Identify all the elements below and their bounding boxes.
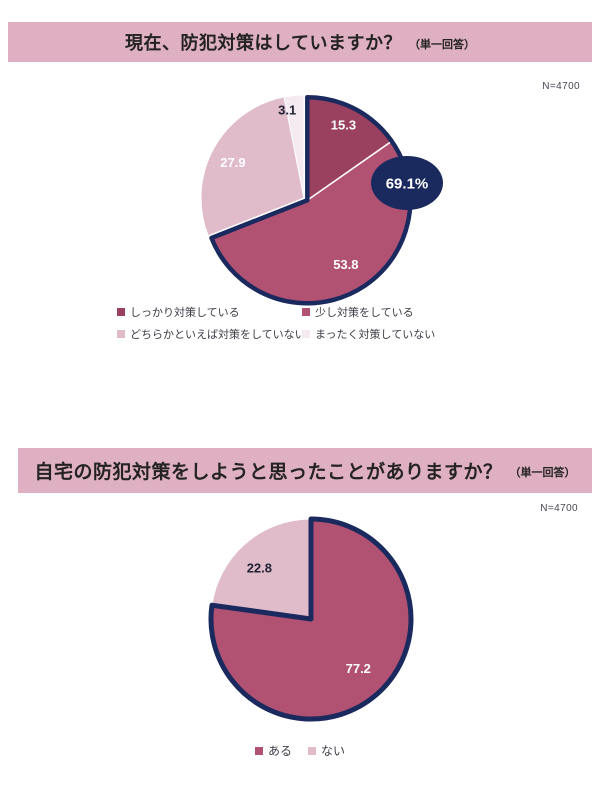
- chart1-title-note: （単一回答）: [408, 38, 475, 51]
- chart2-value-label-2: 22.8: [247, 560, 272, 575]
- legend-label: まったく対策していない: [315, 329, 436, 341]
- chart2-title: 自宅の防犯対策をしようと思ったことがありますか？: [34, 462, 503, 483]
- chart1-legend-item-4: まったく対策していない: [302, 326, 435, 342]
- chart1-legend-item-3: どちらかといえば対策をしていない: [117, 326, 306, 342]
- chart2-value-label-1: 77.2: [346, 661, 371, 676]
- legend-swatch: [308, 746, 316, 755]
- chart1-slice-4: [283, 94, 305, 199]
- legend-swatch: [302, 308, 310, 316]
- legend-label: どちらかといえば対策をしていない: [130, 329, 306, 341]
- chart2-pie: 77.2 22.8: [208, 516, 414, 722]
- chart2-title-band: 自宅の防犯対策をしようと思ったことがありますか？ （単一回答）: [18, 448, 592, 493]
- legend-swatch: [117, 308, 125, 316]
- chart1-legend-item-1: しっかり対策している: [117, 304, 302, 320]
- callout-label: 69.1%: [386, 175, 429, 192]
- slice-separator: [306, 140, 393, 201]
- legend-label: 少し対策をしている: [315, 307, 414, 319]
- chart1-legend-item-2: 少し対策をしている: [302, 304, 435, 320]
- chart1-sample-size: N=4700: [542, 81, 580, 92]
- legend-swatch: [254, 746, 263, 755]
- chart1-value-label-4: 3.1: [278, 102, 296, 117]
- chart2-title-note: （単一回答）: [509, 467, 576, 479]
- legend-label: しっかり対策している: [130, 307, 240, 319]
- chart1-value-label-3: 27.9: [220, 155, 245, 170]
- chart1-highlight-outline: [209, 95, 413, 306]
- legend-swatch: [302, 330, 310, 338]
- legend-swatch: [117, 330, 125, 338]
- chart1-value-label-1: 15.3: [331, 117, 356, 132]
- chart2-slice-2: [211, 518, 312, 620]
- chart1-title-band: 現在、防犯対策はしていますか？ （単一回答）: [8, 22, 592, 62]
- chart2-legend-item-1: ある: [254, 742, 292, 759]
- chart1-slice-2: [211, 141, 411, 304]
- chart1-slice-3: [200, 96, 305, 237]
- legend-label: ない: [321, 744, 346, 758]
- chart1-title: 現在、防犯対策はしていますか？: [125, 33, 402, 53]
- chart1-legend: しっかり対策している 少し対策をしている どちらかといえば対策をしていない まったく対…: [117, 304, 435, 342]
- chart1-slice-1: [307, 97, 392, 201]
- chart2-legend: ある ない: [0, 742, 600, 759]
- chart2-highlight-outline: [208, 516, 414, 722]
- chart2-sample-size: N=4700: [540, 503, 578, 514]
- chart1-value-label-2: 53.8: [333, 257, 358, 272]
- legend-label: ある: [267, 744, 292, 758]
- callout-bubble: [371, 156, 443, 210]
- chart2-legend-item-2: ない: [308, 742, 345, 759]
- chart1-pie: 15.3 53.8 27.9 3.1 69.1%: [200, 94, 443, 306]
